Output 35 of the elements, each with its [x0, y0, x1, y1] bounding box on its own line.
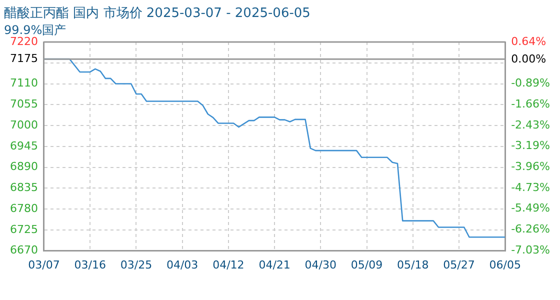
- chart-subtitle: 99.9%国产: [4, 22, 66, 37]
- y2-tick-label: -2.43%: [511, 118, 550, 132]
- y-tick-label: 6670: [10, 244, 38, 257]
- y2-tick-label: 0.64%: [511, 34, 546, 48]
- y-tick-label: 6890: [10, 160, 38, 174]
- y-tick-label: 7000: [10, 118, 38, 132]
- y-tick-label: 6725: [10, 222, 38, 236]
- y2-tick-label: -3.19%: [511, 139, 550, 152]
- y-tick-label: 7110: [10, 76, 38, 90]
- x-tick-label: 04/21: [258, 258, 290, 272]
- x-tick-label: 04/03: [166, 258, 198, 272]
- y-tick-label: 7055: [10, 98, 38, 110]
- x-tick-label: 03/16: [74, 258, 106, 272]
- x-tick-label: 04/12: [212, 258, 244, 272]
- y2-tick-label: -3.96%: [511, 160, 550, 174]
- y2-tick-label: -1.66%: [511, 97, 550, 110]
- y-tick-label: 6780: [10, 202, 38, 215]
- y2-tick-label: -6.26%: [511, 222, 550, 236]
- y-tick-label: 6945: [10, 139, 38, 152]
- x-tick-label: 06/05: [489, 258, 521, 272]
- chart-title: 醋酸正丙酯 国内 市场价 2025-03-07 - 2025-06-05: [4, 6, 310, 22]
- x-tick-label: 05/27: [443, 258, 475, 272]
- x-tick-label: 03/25: [120, 258, 152, 272]
- x-tick-label: 05/18: [397, 258, 429, 272]
- y-tick-label: 7175: [10, 52, 38, 65]
- y-tick-label: 6835: [10, 181, 38, 194]
- x-tick-label: 03/07: [28, 258, 60, 272]
- y2-tick-label: -5.49%: [511, 202, 550, 215]
- y-tick-label: 7220: [10, 34, 38, 48]
- x-tick-label: 04/30: [304, 258, 336, 272]
- y2-tick-label: -4.73%: [511, 181, 550, 194]
- y2-tick-label: -0.89%: [511, 76, 550, 90]
- x-tick-label: 05/09: [350, 258, 383, 272]
- y2-tick-label: 0.00%: [511, 52, 546, 66]
- y2-tick-label: -7.03%: [511, 244, 550, 257]
